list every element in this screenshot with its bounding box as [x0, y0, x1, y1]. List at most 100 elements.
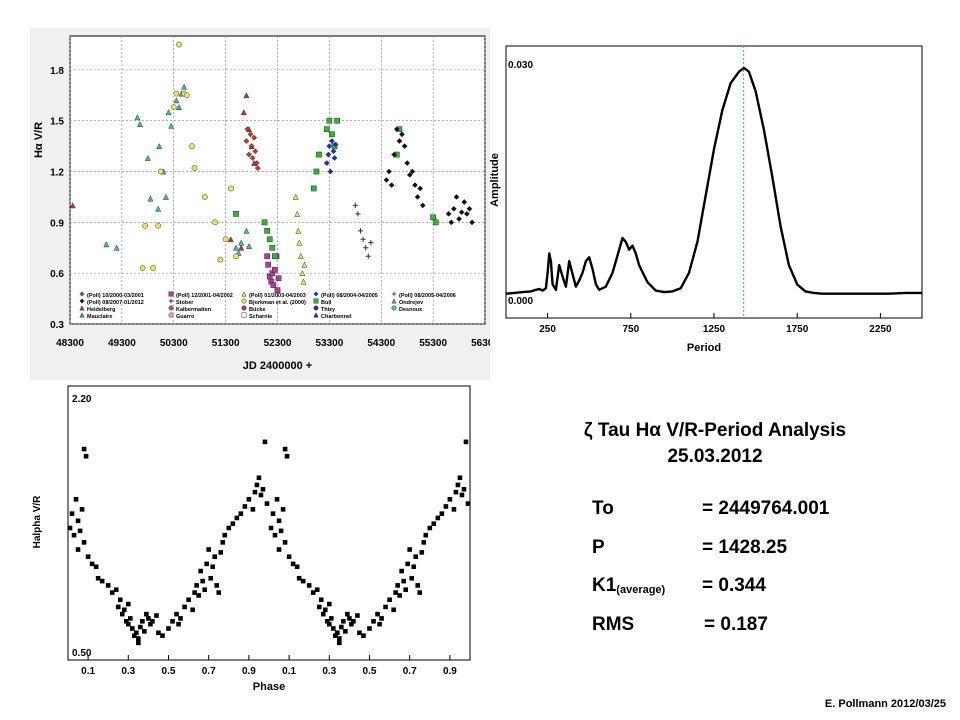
plot-area [67, 385, 471, 661]
data-point [297, 253, 304, 260]
y-tick-label: 2.20 [72, 394, 92, 405]
data-point [210, 564, 216, 570]
data-point [352, 202, 358, 209]
legend-marker [313, 305, 319, 311]
data-point [269, 244, 276, 251]
data-point [137, 120, 144, 127]
data-point [314, 587, 320, 593]
data-point [130, 626, 135, 631]
analysis-title-block: ζ Tau Hα V/R-Period Analysis 25.03.2012 [520, 418, 910, 470]
data-point [443, 504, 449, 509]
data-point [165, 109, 172, 116]
y-tick-label: 1.2 [50, 168, 64, 179]
data-point [242, 504, 248, 509]
data-point [89, 561, 95, 567]
data-point [67, 525, 73, 531]
data-point [275, 275, 282, 282]
data-point [399, 131, 405, 138]
param-value: = 0.344 [702, 575, 766, 596]
data-point [183, 92, 190, 99]
data-point [69, 511, 75, 516]
data-point [227, 236, 234, 243]
data-point [139, 265, 146, 271]
legend-label: Desnoux [399, 307, 423, 313]
data-point [361, 633, 366, 638]
data-point [240, 109, 247, 116]
data-point [150, 265, 156, 271]
param-subscript: (average) [616, 584, 666, 596]
data-point [186, 597, 191, 603]
legend-marker [168, 298, 174, 304]
x-axis-label: Phase [253, 681, 285, 693]
data-point [393, 126, 400, 133]
data-point [355, 613, 360, 618]
data-point [325, 151, 332, 158]
legend-marker [241, 298, 247, 304]
data-point [453, 489, 459, 495]
legend-marker [391, 298, 397, 304]
data-point [202, 587, 207, 593]
data-point [73, 496, 79, 502]
legend-label: Ondrejov [399, 300, 424, 306]
data-point [206, 547, 211, 552]
data-point [391, 607, 396, 613]
data-point [386, 168, 392, 175]
data-point [69, 202, 76, 209]
legend-marker [313, 298, 319, 304]
data-point [300, 578, 306, 584]
legend-label: Mauclaire [87, 314, 112, 320]
data-point [157, 168, 164, 175]
data-point [323, 126, 330, 133]
data-point [173, 90, 180, 97]
analysis-date: 25.03.2012 [667, 446, 763, 467]
data-point [222, 236, 229, 243]
y-tick-label: 0.3 [50, 320, 64, 331]
data-point [415, 583, 421, 588]
data-point [375, 611, 380, 617]
data-point [296, 575, 302, 581]
data-point [204, 561, 209, 567]
x-tick-label: 250 [539, 324, 556, 335]
x-tick-label: 0.1 [282, 666, 296, 677]
data-point [459, 492, 465, 498]
data-point [170, 618, 175, 624]
legend-marker [168, 305, 174, 311]
data-point [341, 618, 346, 624]
legend-label: (Poll) 12/2001-04/2002 [176, 293, 233, 299]
legend-label: Scharnie [249, 314, 272, 320]
legend-label: Kalbermatten [176, 307, 212, 313]
data-point [292, 193, 299, 200]
y-tick-label: 0.6 [50, 269, 64, 280]
data-point [403, 587, 408, 593]
data-point [126, 601, 131, 607]
data-point [264, 501, 270, 506]
data-point [217, 256, 224, 263]
data-point [268, 525, 274, 531]
data-point [300, 278, 307, 285]
data-point [463, 210, 470, 217]
data-point [391, 151, 398, 158]
data-point [233, 211, 239, 217]
analysis-title: ζ Tau Hα V/R-Period Analysis [583, 420, 847, 441]
data-point [463, 439, 469, 445]
legend-label: (Poll) 08/2004-04/2005 [321, 293, 378, 299]
y-axis-label: Amplitude [489, 153, 501, 207]
data-point [230, 521, 236, 526]
data-point [326, 143, 333, 150]
data-point [156, 630, 161, 636]
data-point [339, 624, 344, 630]
data-point [357, 228, 364, 234]
param-name: To [592, 498, 614, 519]
data-point [278, 528, 284, 534]
data-point [117, 597, 123, 603]
data-point [198, 568, 203, 574]
data-point [258, 492, 264, 498]
x-tick-label: 52300 [264, 338, 292, 349]
data-point [274, 496, 280, 502]
x-tick-label: 0.1 [81, 666, 95, 677]
data-point [148, 621, 153, 627]
data-point [333, 633, 338, 638]
data-point [176, 621, 181, 627]
data-point [136, 636, 141, 641]
data-point [226, 525, 232, 531]
